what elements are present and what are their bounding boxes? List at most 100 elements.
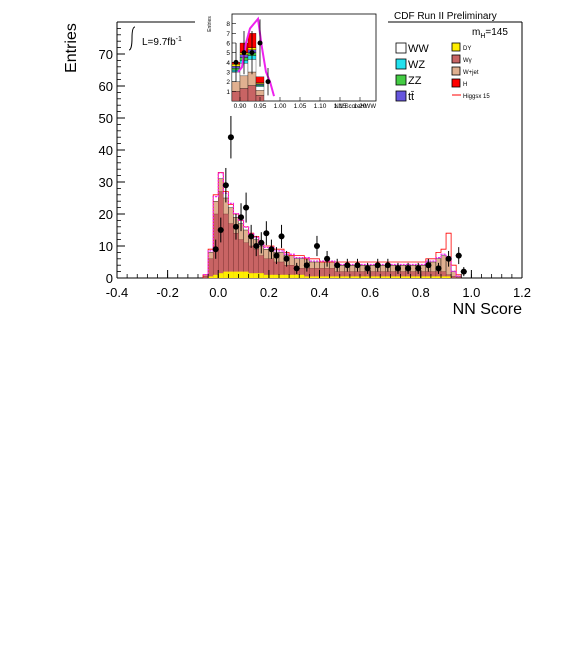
lumi-value: L=9.7fb xyxy=(142,37,176,48)
inset-stack-h xyxy=(255,76,265,83)
data-point xyxy=(460,268,467,275)
dy-bar xyxy=(319,276,325,278)
data-point xyxy=(435,265,442,272)
main-x-tick-label: 0.8 xyxy=(412,285,430,300)
mass-value: =145 xyxy=(485,27,508,38)
dy-bar xyxy=(354,276,360,278)
data-point xyxy=(268,246,275,253)
data-point xyxy=(283,255,290,262)
dy-bar xyxy=(420,276,426,278)
main-axes: -0.4 -0.2 0.0 0.2 0.4 0.6 0.8 1.0 1.201020304050… xyxy=(99,21,531,300)
inset-y-tick-label: 5 xyxy=(226,50,230,57)
inset-y-tick-label: 7 xyxy=(226,31,230,38)
inset-stack-wjet xyxy=(255,90,265,96)
data-point xyxy=(374,262,381,269)
data-point xyxy=(212,246,219,253)
main-y-tick-label: 40 xyxy=(99,143,113,158)
main-x-tick-label: 0.4 xyxy=(310,285,328,300)
data-point xyxy=(248,233,255,240)
main-x-tick-label: 0.6 xyxy=(361,285,379,300)
dy-bar xyxy=(375,276,381,278)
dy-bar xyxy=(324,276,330,278)
dy-bar xyxy=(344,276,350,278)
inset-x-tick-label: 1.15 xyxy=(334,103,347,110)
legend-swatch-left xyxy=(395,42,407,54)
dy-bar xyxy=(263,274,269,278)
data-point xyxy=(354,262,361,269)
data-point xyxy=(344,262,351,269)
dy-bar xyxy=(238,271,244,278)
dy-bar xyxy=(279,274,285,278)
dy-bar xyxy=(253,273,259,278)
data-point xyxy=(415,265,422,272)
dy-bar xyxy=(441,276,447,278)
data-point xyxy=(324,255,331,262)
experiment-label: CDF Run II Preliminary xyxy=(394,11,497,22)
dy-bar xyxy=(228,271,234,278)
dy-bar xyxy=(294,274,300,278)
data-point xyxy=(445,255,452,262)
data-point xyxy=(273,252,280,259)
dy-bar xyxy=(339,276,345,278)
dy-bar xyxy=(258,273,264,278)
dy-bar xyxy=(309,276,315,278)
inset-y-tick-label: 3 xyxy=(226,70,230,77)
legend: WW WZ ZZ tt̄ DY Wγ W+jet H Higgsx 15 xyxy=(395,42,490,103)
legend-label-right: Wγ xyxy=(463,58,472,64)
inset-x-tick-label: 1.20 xyxy=(354,103,367,110)
dy-bar xyxy=(223,271,229,278)
inset-x-axis-label: NN ScoreHWW xyxy=(334,104,376,110)
dy-bar xyxy=(435,276,441,278)
main-y-axis-label: Entries xyxy=(63,23,80,73)
dy-bar xyxy=(304,276,310,278)
dy-bar xyxy=(329,276,335,278)
inset-x-tick-label: 0.90 xyxy=(234,103,247,110)
dy-bar xyxy=(365,276,371,278)
main-x-tick-label: 0.0 xyxy=(209,285,227,300)
dy-bar xyxy=(314,276,320,278)
legend-swatch-right xyxy=(451,78,461,88)
main-x-tick-label: 1.0 xyxy=(462,285,480,300)
inset-plot: 0.90 0.95 1.00 1.05 1.10 1.15 1.20 1 2 3 4 5 6 7 8 xyxy=(226,13,377,110)
legend-swatch-left xyxy=(395,58,407,70)
dy-bar xyxy=(349,276,355,278)
dy-bar xyxy=(390,276,396,278)
dy-bar xyxy=(273,274,279,278)
legend-label-left: tt̄ xyxy=(408,91,414,103)
data-point xyxy=(278,233,285,240)
legend-label-left: WZ xyxy=(408,59,425,71)
svg-text:mH=145: mH=145 xyxy=(472,27,508,40)
dy-bar xyxy=(370,276,376,278)
inset-y-tick-label: 2 xyxy=(226,79,230,86)
wgamma-bar xyxy=(455,277,462,279)
dy-bar xyxy=(405,276,411,278)
dy-bar xyxy=(410,276,416,278)
inset-stack-wjet xyxy=(239,75,249,89)
data-point xyxy=(293,265,300,272)
main-x-tick-label: 0.2 xyxy=(260,285,278,300)
inset-stack-wjet xyxy=(231,81,241,92)
inset-y-tick-label: 6 xyxy=(226,41,230,48)
dy-bar xyxy=(446,276,452,278)
main-y-tick-label: 70 xyxy=(99,47,113,62)
main-y-tick-label: 30 xyxy=(99,175,113,190)
inset-stack-wgamma xyxy=(247,85,257,102)
dy-bar xyxy=(334,276,340,278)
inset-data-point xyxy=(249,50,255,56)
inset-stack-wgamma xyxy=(231,91,241,102)
dy-bar xyxy=(360,276,366,278)
data-point xyxy=(232,223,239,230)
legend-label-right: H xyxy=(463,82,467,88)
main-histogram xyxy=(202,172,462,279)
data-point xyxy=(303,262,310,269)
data-point xyxy=(313,243,320,249)
data-point xyxy=(243,204,250,211)
inset-x-tick-label: 0.95 xyxy=(254,103,267,110)
inset-data-point xyxy=(257,40,263,46)
main-x-tick-label: -0.4 xyxy=(106,285,128,300)
dy-bar xyxy=(268,274,274,278)
data-point xyxy=(227,134,234,141)
dy-bar xyxy=(208,276,214,278)
data-point xyxy=(405,265,412,272)
